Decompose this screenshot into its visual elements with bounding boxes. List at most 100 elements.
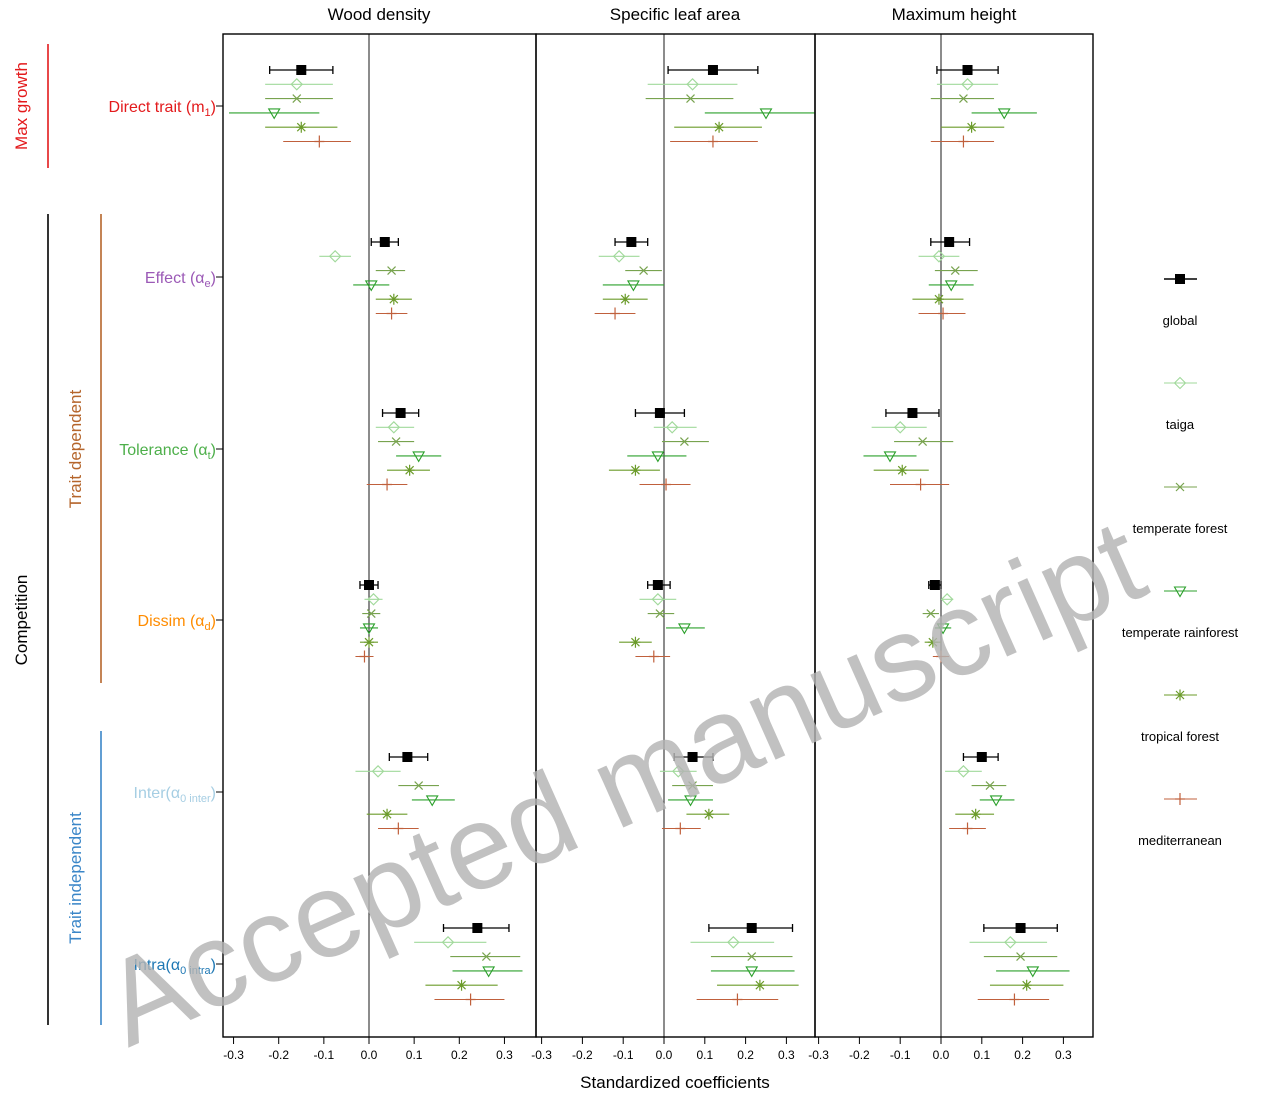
- point-global-row3: [652, 580, 663, 590]
- point-tropical-forest-row1: [388, 293, 399, 305]
- point-temperate-rainforest-row2: [651, 451, 665, 463]
- panels: [222, 33, 1094, 1038]
- group-brackets: Max growth Competition Trait dependent T…: [12, 44, 102, 1025]
- x-tick-label: -0.3: [223, 1048, 244, 1062]
- competition-label: Competition: [12, 575, 31, 666]
- x-tick-label: 0.1: [696, 1048, 713, 1062]
- point-tropical-forest-row3: [630, 636, 641, 648]
- point-temperate-forest-row5: [481, 952, 491, 962]
- point-mediterranean-row1: [610, 307, 621, 320]
- legend-symbol-mediterranean: [1175, 793, 1185, 805]
- x-tick-label: 0.0: [933, 1048, 950, 1062]
- panel-titles: Wood density Specific leaf area Maximum …: [328, 5, 1017, 24]
- row-label-5: Intra(α0 intra): [134, 957, 217, 977]
- row-labels: Direct trait (m1) Effect (αe) Tolerance (α…: [109, 99, 223, 977]
- legend-symbol-temperate-forest: [1175, 482, 1185, 492]
- row-label-1: Effect (αe): [145, 270, 216, 290]
- point-global-row2: [907, 408, 918, 418]
- x-tick-label: 0.2: [451, 1048, 468, 1062]
- panel-title-maximum-height: Maximum height: [892, 5, 1017, 24]
- point-mediterranean-row3: [936, 650, 946, 663]
- point-temperate-forest-row4: [414, 781, 424, 791]
- point-tropical-forest-row3: [364, 636, 374, 648]
- point-global-row3: [364, 580, 374, 590]
- point-mediterranean-row3: [648, 650, 659, 663]
- point-tropical-forest-row4: [382, 808, 393, 820]
- point-tropical-forest-row1: [620, 293, 631, 305]
- point-taiga-row4: [371, 765, 385, 778]
- legend-symbol-global: [1175, 274, 1185, 284]
- point-taiga-row3: [367, 593, 380, 606]
- point-global-row4: [976, 752, 987, 762]
- point-temperate-rainforest-row4: [989, 795, 1003, 807]
- point-taiga-row0: [290, 78, 304, 91]
- point-taiga-row2: [665, 421, 679, 434]
- point-tropical-forest-row0: [714, 121, 725, 133]
- point-global-row0: [296, 65, 307, 75]
- point-tropical-forest-row5: [1021, 979, 1032, 991]
- point-global-row5: [1015, 923, 1026, 933]
- point-temperate-forest-row2: [391, 437, 401, 447]
- point-temperate-forest-row3: [655, 609, 665, 619]
- point-temperate-rainforest-row3: [362, 623, 376, 635]
- point-temperate-forest-row5: [1016, 952, 1025, 962]
- legend-label-tropical-forest: tropical forest: [1141, 729, 1219, 744]
- point-mediterranean-row5: [465, 993, 476, 1006]
- panel-0: [222, 33, 537, 1038]
- legend-label-taiga: taiga: [1166, 417, 1195, 432]
- legend-label-mediterranean: mediterranean: [1138, 833, 1222, 848]
- x-tick-label: -0.3: [531, 1048, 552, 1062]
- point-taiga-row3: [940, 593, 954, 606]
- x-tick-label: -0.2: [268, 1048, 289, 1062]
- point-taiga-row5: [727, 936, 740, 949]
- panel-2: [814, 33, 1094, 1038]
- panel-title-wood-density: Wood density: [328, 5, 431, 24]
- point-tropical-forest-row1: [933, 293, 944, 305]
- point-taiga-row2: [893, 421, 907, 434]
- point-global-row5: [746, 923, 757, 933]
- point-mediterranean-row4: [393, 822, 404, 835]
- point-tropical-forest-row2: [897, 464, 908, 476]
- point-temperate-rainforest-row5: [1026, 966, 1040, 978]
- point-temperate-rainforest-row1: [364, 280, 378, 292]
- point-global-row3: [929, 580, 940, 590]
- point-temperate-rainforest-row1: [626, 280, 640, 292]
- point-tropical-forest-row5: [754, 979, 765, 991]
- point-temperate-rainforest-row0: [997, 108, 1011, 120]
- point-global-row1: [379, 237, 390, 247]
- point-tropical-forest-row2: [404, 464, 415, 476]
- point-temperate-forest-row1: [387, 266, 396, 276]
- point-taiga-row0: [961, 78, 974, 91]
- point-global-row1: [626, 237, 637, 247]
- legend: global taiga temperate forest temperate rai…: [1122, 274, 1239, 848]
- x-axis-title: Standardized coefficients: [580, 1073, 770, 1092]
- point-mediterranean-row2: [915, 478, 926, 491]
- point-mediterranean-row0: [958, 135, 969, 148]
- point-temperate-rainforest-row5: [745, 966, 759, 978]
- point-tropical-forest-row2: [630, 464, 641, 476]
- panel-1: [535, 33, 816, 1038]
- point-global-row5: [472, 923, 483, 933]
- legend-label-global: global: [1163, 313, 1198, 328]
- max-growth-label: Max growth: [12, 62, 31, 150]
- x-tick-label: 0.0: [656, 1048, 673, 1062]
- point-mediterranean-row1: [938, 307, 949, 320]
- point-taiga-row1: [932, 250, 946, 263]
- point-global-row0: [707, 65, 718, 75]
- point-tropical-forest-row0: [966, 121, 977, 133]
- panel-frame: [814, 33, 1094, 1038]
- x-tick-label: 0.3: [1055, 1048, 1072, 1062]
- point-taiga-row5: [441, 936, 455, 949]
- point-temperate-forest-row2: [918, 437, 928, 447]
- row-label-0: Direct trait (m1): [109, 99, 216, 119]
- point-taiga-row4: [957, 765, 970, 778]
- point-temperate-rainforest-row2: [883, 451, 897, 463]
- panel-data: [594, 65, 815, 1006]
- point-temperate-forest-row4: [985, 781, 995, 791]
- point-taiga-row1: [328, 250, 342, 263]
- x-tick-label: 0.2: [1014, 1048, 1031, 1062]
- point-temperate-rainforest-row3: [936, 623, 950, 635]
- x-tick-label: -0.2: [849, 1048, 870, 1062]
- point-temperate-rainforest-row4: [684, 795, 697, 807]
